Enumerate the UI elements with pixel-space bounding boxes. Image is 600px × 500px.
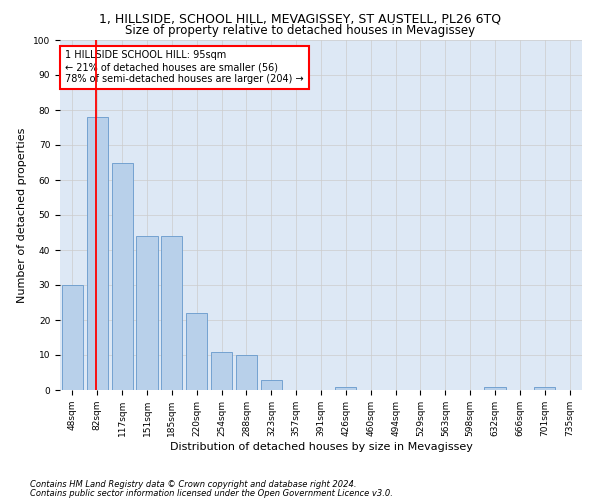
Bar xyxy=(161,236,182,390)
Text: 1 HILLSIDE SCHOOL HILL: 95sqm
← 21% of detached houses are smaller (56)
78% of s: 1 HILLSIDE SCHOOL HILL: 95sqm ← 21% of d… xyxy=(65,50,304,84)
Bar xyxy=(484,386,506,390)
Bar xyxy=(236,355,257,390)
Text: Size of property relative to detached houses in Mevagissey: Size of property relative to detached ho… xyxy=(125,24,475,37)
Bar xyxy=(136,236,158,390)
X-axis label: Distribution of detached houses by size in Mevagissey: Distribution of detached houses by size … xyxy=(170,442,472,452)
Bar xyxy=(534,386,555,390)
Bar xyxy=(211,352,232,390)
Text: Contains public sector information licensed under the Open Government Licence v3: Contains public sector information licen… xyxy=(30,488,393,498)
Bar xyxy=(186,313,207,390)
Bar xyxy=(335,386,356,390)
Bar xyxy=(261,380,282,390)
Text: Contains HM Land Registry data © Crown copyright and database right 2024.: Contains HM Land Registry data © Crown c… xyxy=(30,480,356,489)
Bar xyxy=(87,117,108,390)
Bar xyxy=(112,162,133,390)
Bar xyxy=(62,285,83,390)
Y-axis label: Number of detached properties: Number of detached properties xyxy=(17,128,28,302)
Text: 1, HILLSIDE, SCHOOL HILL, MEVAGISSEY, ST AUSTELL, PL26 6TQ: 1, HILLSIDE, SCHOOL HILL, MEVAGISSEY, ST… xyxy=(99,12,501,26)
